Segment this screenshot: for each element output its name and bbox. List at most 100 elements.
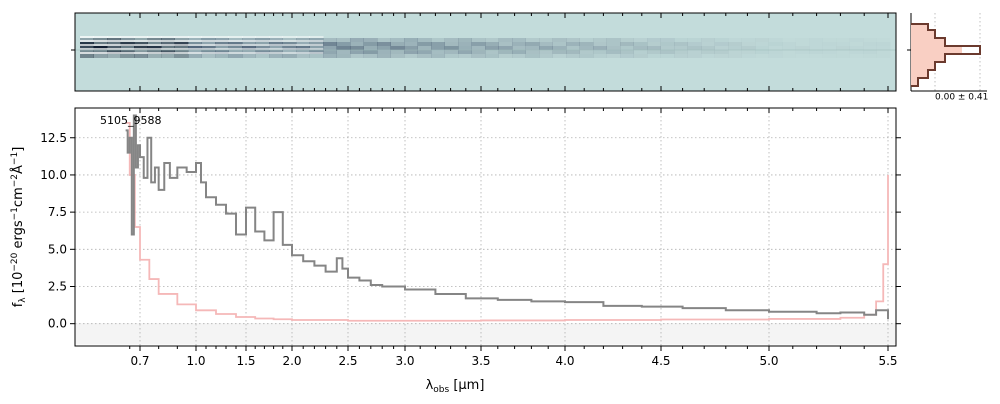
trace-cell (269, 54, 283, 58)
trace-highlight (242, 48, 256, 50)
trace-cell (377, 38, 391, 42)
trace-cell (404, 50, 418, 54)
trace-cell (701, 50, 715, 54)
trace-cell (363, 50, 378, 54)
trace-cell (741, 38, 756, 42)
trace-cell (390, 50, 405, 54)
spectrum-2d-trace (80, 36, 891, 58)
trace-cell (471, 46, 486, 50)
trace-cell (579, 38, 594, 42)
trace-cell (525, 50, 540, 54)
trace-cell (863, 38, 877, 42)
trace-cell (539, 54, 553, 58)
trace-highlight (228, 36, 243, 38)
trace-highlight (282, 36, 297, 38)
trace-highlight (269, 52, 283, 54)
trace-cell (350, 38, 364, 42)
trace-highlight (147, 36, 162, 38)
trace-cell (417, 50, 432, 54)
trace-cell (674, 54, 688, 58)
trace-cell (714, 54, 729, 58)
y-tick-label: 12.5 (40, 131, 67, 145)
trace-cell (444, 46, 459, 50)
trace-highlight (242, 40, 256, 42)
trace-cell (539, 38, 553, 42)
trace-highlight (296, 44, 310, 46)
trace-cell (647, 46, 661, 50)
trace-cell (728, 50, 742, 54)
trace-highlight (215, 52, 229, 54)
trace-cell (836, 46, 850, 50)
trace-cell (714, 42, 729, 46)
trace-highlight (309, 48, 324, 50)
trace-cell (823, 38, 837, 42)
trace-cell (444, 54, 459, 58)
trace-cell (107, 54, 121, 58)
trace-cell (606, 38, 621, 42)
trace-highlight (93, 40, 108, 42)
trace-highlight (80, 40, 94, 42)
trace-cell (404, 42, 418, 46)
trace-cell (755, 50, 769, 54)
trace-cell (485, 42, 499, 46)
trace-cell (741, 46, 756, 50)
trace-cell (417, 54, 432, 58)
trace-cell (309, 50, 324, 54)
trace-cell (823, 50, 837, 54)
trace-cell (782, 54, 796, 58)
trace-highlight (120, 52, 135, 54)
trace-cell (525, 54, 540, 58)
trace-cell (620, 46, 634, 50)
trace-cell (444, 42, 459, 46)
trace-cell (633, 50, 648, 54)
x-tick-label: 0.7 (130, 354, 149, 368)
trace-highlight (228, 48, 243, 50)
trace-cell (525, 38, 540, 42)
trace-highlight (201, 52, 216, 54)
trace-cell (687, 46, 702, 50)
trace-cell (323, 50, 337, 54)
trace-highlight (201, 40, 216, 42)
trace-cell (174, 54, 189, 58)
trace-cell (741, 50, 756, 54)
trace-cell (579, 46, 594, 50)
trace-cell (877, 38, 891, 42)
y-tick-label: 2.5 (48, 280, 67, 294)
trace-cell (660, 50, 675, 54)
trace-highlight (107, 44, 121, 46)
trace-highlight (174, 52, 189, 54)
trace-cell (228, 54, 243, 58)
trace-highlight (134, 48, 148, 50)
trace-cell (539, 46, 553, 50)
trace-highlight (309, 52, 324, 54)
trace-cell (336, 46, 351, 50)
trace-cell (795, 46, 810, 50)
trace-highlight (255, 48, 270, 50)
trace-cell (363, 54, 378, 58)
trace-cell (377, 54, 391, 58)
y-axis-title: fλ [10−20 ergs−1cm−2Å−1] (10, 147, 28, 308)
trace-highlight (80, 44, 94, 46)
trace-cell (134, 54, 148, 58)
trace-cell (390, 38, 405, 42)
trace-cell (863, 50, 877, 54)
trace-cell (539, 42, 553, 46)
trace-cell (512, 38, 526, 42)
trace-cell (512, 42, 526, 46)
trace-cell (552, 50, 567, 54)
trace-cell (647, 50, 661, 54)
trace-cell (876, 42, 891, 46)
trace-cell (323, 54, 337, 58)
error-series-line (125, 121, 889, 322)
trace-cell (647, 42, 661, 46)
trace-highlight (269, 48, 283, 50)
trace-cell (539, 50, 553, 54)
trace-cell (728, 54, 742, 58)
trace-cell (728, 42, 742, 46)
profile-line (911, 23, 981, 87)
trace-cell (93, 54, 108, 58)
trace-cell (633, 38, 648, 42)
trace-highlight (188, 36, 202, 38)
trace-highlight (147, 40, 162, 42)
trace-cell (120, 54, 135, 58)
